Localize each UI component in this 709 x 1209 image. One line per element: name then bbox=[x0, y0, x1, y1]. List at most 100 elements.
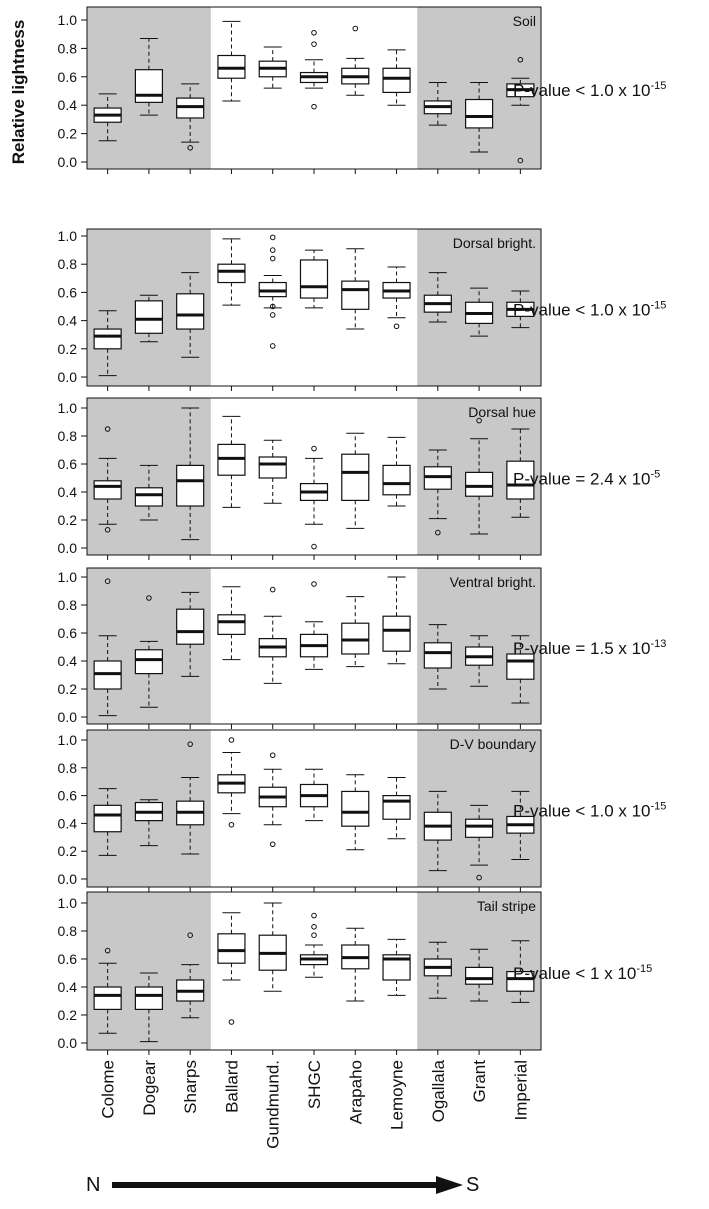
box-Dogear bbox=[134, 37, 164, 116]
box-Gundmund. bbox=[258, 752, 287, 848]
panel-4: 0.0 0.2 0.4 0.6 0.8 1.0 D-V boundary P-value < … bbox=[58, 729, 666, 892]
box-Colome bbox=[93, 578, 122, 717]
box-Gundmund. bbox=[258, 234, 287, 349]
box-Colome bbox=[93, 93, 122, 142]
outlier-point bbox=[269, 303, 276, 310]
box-Ogallala bbox=[423, 624, 452, 690]
p-value-main: P-value < 1.0 x 10 bbox=[513, 301, 651, 320]
y-tick-label: 0.2 bbox=[58, 681, 78, 697]
iqr-box bbox=[464, 966, 494, 985]
p-value-exponent: -15 bbox=[651, 80, 667, 92]
box-Ballard bbox=[217, 912, 246, 1025]
box-Imperial bbox=[506, 940, 535, 1003]
outlier-point bbox=[311, 29, 317, 36]
x-category-label: Arapaho bbox=[346, 1060, 365, 1124]
box-Ogallala bbox=[423, 272, 452, 323]
p-value-text: P-value < 1.0 x 10-15 bbox=[513, 80, 666, 100]
outlier-point bbox=[228, 821, 235, 828]
y-tick-label: 0.6 bbox=[58, 456, 78, 472]
outlier-point bbox=[476, 874, 482, 881]
x-axis-labels: Colome Dogear Sharps Ballard Gundmund. SHGC Ar… bbox=[99, 1059, 531, 1148]
iqr-box bbox=[506, 460, 535, 500]
p-value-main: P-value = 2.4 x 10 bbox=[513, 470, 651, 489]
x-category-label: Grant bbox=[470, 1060, 489, 1103]
y-tick-label: 0.0 bbox=[58, 154, 78, 170]
box-Lemoyne bbox=[382, 266, 411, 330]
outlier-point bbox=[435, 529, 441, 536]
iqr-box bbox=[134, 487, 164, 507]
box-Imperial bbox=[506, 428, 535, 518]
iqr-box bbox=[341, 790, 370, 827]
outlier-point bbox=[269, 752, 276, 759]
box-Sharps bbox=[176, 83, 205, 151]
panel-label: Ventral bright. bbox=[450, 574, 536, 590]
box-Dogear bbox=[134, 595, 164, 708]
box-Colome bbox=[93, 788, 122, 856]
box-Grant bbox=[464, 804, 494, 881]
box-Arapaho bbox=[341, 774, 370, 851]
iqr-box bbox=[93, 480, 122, 500]
box-Colome bbox=[93, 426, 122, 533]
outlier-point bbox=[104, 426, 111, 432]
box-Gundmund. bbox=[258, 439, 287, 504]
x-category-label: SHGC bbox=[305, 1060, 324, 1109]
p-value-exponent: -15 bbox=[651, 801, 667, 813]
box-Imperial bbox=[506, 56, 535, 164]
box-Gundmund. bbox=[258, 902, 287, 992]
outlier-point bbox=[269, 234, 276, 241]
p-value-exponent: -13 bbox=[651, 638, 667, 650]
box-Ogallala bbox=[423, 941, 452, 999]
y-tick-label: 0.8 bbox=[58, 923, 78, 939]
box-Arapaho bbox=[341, 248, 370, 330]
panel-label: Dorsal hue bbox=[468, 404, 536, 420]
box-Lemoyne bbox=[382, 938, 411, 996]
iqr-box bbox=[506, 970, 535, 992]
box-Lemoyne bbox=[382, 49, 411, 106]
outlier-point bbox=[393, 323, 400, 330]
iqr-box bbox=[176, 608, 205, 645]
iqr-box bbox=[258, 456, 287, 479]
outlier-point bbox=[269, 247, 276, 253]
iqr-box bbox=[134, 300, 164, 334]
iqr-box bbox=[341, 453, 370, 502]
y-tick-label: 0.2 bbox=[58, 341, 78, 357]
panel-1: 0.0 0.2 0.4 0.6 0.8 1.0 Dorsal bright. P-value … bbox=[58, 228, 666, 391]
x-category-label: Colome bbox=[99, 1060, 118, 1119]
box-Ogallala bbox=[423, 81, 452, 126]
p-value-text: P-value = 2.4 x 10-5 bbox=[513, 469, 660, 489]
box-Ballard bbox=[217, 415, 246, 508]
iqr-box bbox=[93, 986, 122, 1010]
outlier-point bbox=[228, 737, 235, 743]
iqr-box bbox=[93, 804, 122, 833]
y-tick-label: 0.2 bbox=[58, 843, 78, 859]
direction-arrow: N S bbox=[86, 1174, 479, 1196]
outlier-point bbox=[517, 56, 524, 63]
outlier-point bbox=[269, 841, 276, 848]
outlier-point bbox=[311, 103, 317, 110]
outlier-point bbox=[187, 145, 193, 151]
box-Grant bbox=[464, 81, 494, 153]
outlier-point bbox=[269, 343, 276, 349]
iqr-box bbox=[464, 98, 494, 129]
y-tick-label: 0.0 bbox=[58, 369, 78, 385]
x-category-label: Ogallala bbox=[429, 1059, 448, 1122]
box-Sharps bbox=[176, 591, 205, 677]
outlier-point bbox=[269, 255, 276, 262]
iqr-box bbox=[382, 794, 411, 820]
p-value-text: P-value < 1.0 x 10-15 bbox=[513, 801, 666, 821]
x-category-label: Gundmund. bbox=[264, 1060, 283, 1149]
outlier-point bbox=[228, 1019, 235, 1025]
y-tick-label: 0.8 bbox=[58, 760, 78, 776]
box-Gundmund. bbox=[258, 586, 287, 684]
outlier-point bbox=[146, 595, 152, 601]
y-tick-label: 0.0 bbox=[58, 709, 78, 725]
box-Grant bbox=[464, 287, 494, 337]
y-tick-label: 0.8 bbox=[58, 40, 78, 56]
outlier-point bbox=[311, 445, 317, 452]
outlier-point bbox=[104, 527, 111, 533]
p-value-main: P-value < 1 x 10 bbox=[513, 964, 636, 983]
box-SHGC bbox=[299, 29, 329, 110]
p-value-main: P-value < 1.0 x 10 bbox=[513, 802, 651, 821]
box-Ballard bbox=[217, 586, 246, 661]
